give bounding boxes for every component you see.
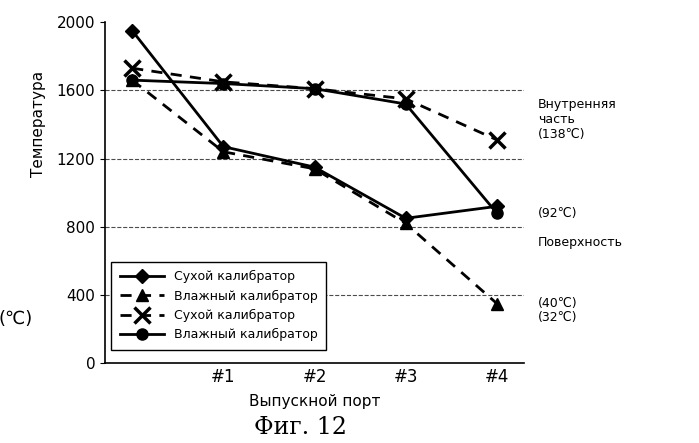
Сухой калибратор <box>219 79 228 85</box>
Влажный калибратор <box>310 86 319 91</box>
Влажный калибратор <box>401 221 410 226</box>
Text: (32℃): (32℃) <box>538 311 578 324</box>
Влажный калибратор <box>310 166 319 171</box>
Сухой калибратор <box>493 204 501 209</box>
Сухой калибратор <box>401 216 410 221</box>
Сухой калибратор <box>401 96 410 101</box>
Сухой калибратор <box>128 66 136 71</box>
Сухой калибратор <box>493 137 501 143</box>
X-axis label: Выпускной порт: Выпускной порт <box>249 394 380 409</box>
Legend: Сухой калибратор, Влажный калибратор, Сухой калибратор, Влажный калибратор: Сухой калибратор, Влажный калибратор, Су… <box>111 262 326 350</box>
Text: (40℃): (40℃) <box>538 297 578 310</box>
Влажный калибратор <box>493 210 501 216</box>
Влажный калибратор <box>128 78 136 83</box>
Сухой калибратор <box>219 144 228 149</box>
Line: Влажный калибратор: Влажный калибратор <box>127 74 503 219</box>
Line: Влажный калибратор: Влажный калибратор <box>127 74 503 309</box>
Влажный калибратор <box>401 101 410 107</box>
Сухой калибратор <box>310 164 319 170</box>
Text: (92℃): (92℃) <box>538 207 578 220</box>
Text: Поверхность: Поверхность <box>538 236 624 249</box>
Сухой калибратор <box>128 28 136 33</box>
Text: Фиг. 12: Фиг. 12 <box>254 416 347 439</box>
Влажный калибратор <box>493 301 501 306</box>
Влажный калибратор <box>128 78 136 83</box>
Text: Внутренняя
часть
(138℃): Внутренняя часть (138℃) <box>538 98 617 141</box>
Влажный калибратор <box>219 149 228 155</box>
Line: Сухой калибратор: Сухой калибратор <box>124 61 505 148</box>
Сухой калибратор <box>310 86 319 91</box>
Text: Температура: Температура <box>31 71 46 177</box>
Line: Сухой калибратор: Сухой калибратор <box>127 26 502 223</box>
Влажный калибратор <box>219 81 228 86</box>
Text: (℃): (℃) <box>0 310 32 328</box>
